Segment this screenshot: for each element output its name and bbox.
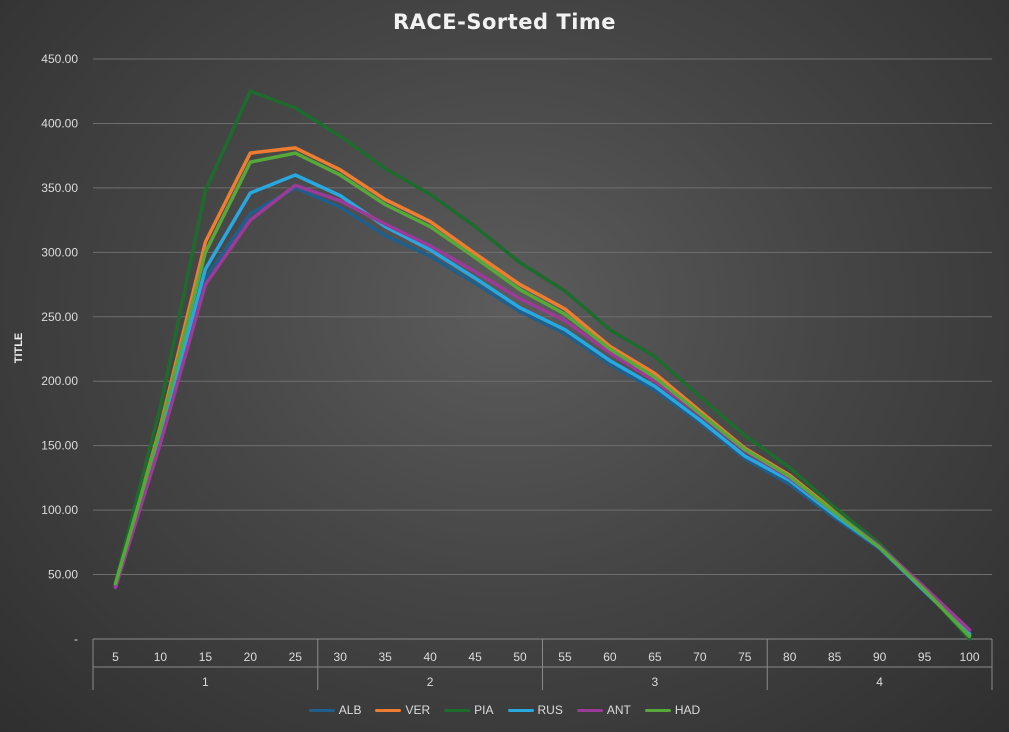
legend-swatch	[576, 708, 603, 712]
legend-label: ANT	[606, 703, 631, 717]
legend-item-pia: PIA	[444, 703, 494, 717]
legend-item-had: HAD	[644, 703, 701, 717]
series-line-had	[113, 151, 972, 639]
legend-label: HAD	[674, 703, 701, 717]
legend-swatch	[644, 708, 671, 712]
y-tick-labels: - 50.00 100.00 150.00 200.00 250.00 300.00 350.…	[41, 52, 78, 646]
x-tick-label: 60	[603, 650, 617, 664]
x-tick-label: 90	[873, 650, 887, 664]
x-tick-label: 30	[334, 650, 348, 664]
legend-swatch	[507, 708, 534, 712]
series-line-alb	[113, 186, 972, 637]
legend-label: ALB	[338, 703, 362, 717]
x-tick-label: 100	[960, 650, 980, 664]
y-tick-label: -	[74, 632, 78, 646]
series-lines	[113, 89, 972, 641]
y-tick-label: 200.00	[41, 374, 78, 388]
legend-swatch	[444, 708, 471, 712]
x-tick-label: 80	[783, 650, 797, 664]
group-label: 1	[202, 675, 209, 689]
x-tick-labels: 5 10 15 20 25 30 35 40 45 50 55 60 65 70 75 80 85 90 95 100…	[112, 650, 980, 689]
y-tick-label: 100.00	[41, 503, 78, 517]
group-label: 4	[876, 675, 883, 689]
series-line-rus	[113, 173, 972, 636]
legend-swatch	[308, 708, 335, 712]
group-label: 2	[427, 675, 434, 689]
legend-label: VER	[405, 703, 431, 717]
legend: ALB VER PIA RUS ANT HAD	[0, 703, 1009, 717]
y-tick-label: 450.00	[41, 52, 78, 66]
x-tick-label: 20	[244, 650, 258, 664]
y-tick-label: 250.00	[41, 310, 78, 324]
x-tick-label: 5	[112, 650, 119, 664]
x-tick-label: 75	[738, 650, 752, 664]
x-tick-label: 65	[648, 650, 662, 664]
gridlines	[92, 58, 993, 690]
x-tick-label: 15	[199, 650, 213, 664]
x-tick-label: 45	[468, 650, 482, 664]
legend-item-ver: VER	[375, 703, 430, 717]
x-tick-label: 25	[289, 650, 303, 664]
line-chart-plot: - 50.00 100.00 150.00 200.00 250.00 300.00 350.…	[41, 52, 993, 690]
group-label: 3	[652, 675, 659, 689]
legend-swatch	[375, 708, 402, 712]
y-tick-label: 150.00	[41, 439, 78, 453]
x-tick-label: 70	[693, 650, 707, 664]
y-tick-label: 300.00	[41, 245, 78, 259]
x-tick-label: 95	[918, 650, 932, 664]
legend-item-ant: ANT	[576, 703, 631, 717]
legend-label: PIA	[474, 703, 494, 717]
x-tick-label: 40	[423, 650, 437, 664]
legend-label: RUS	[537, 703, 563, 717]
legend-item-rus: RUS	[507, 703, 563, 717]
y-tick-label: 400.00	[41, 116, 78, 130]
series-line-pia	[113, 89, 972, 641]
legend-item-alb: ALB	[308, 703, 362, 717]
x-tick-label: 55	[558, 650, 572, 664]
y-tick-label: 50.00	[48, 568, 78, 582]
x-tick-label: 50	[513, 650, 527, 664]
x-tick-label: 85	[828, 650, 842, 664]
chart-title: RACE-Sorted Time	[392, 10, 617, 34]
x-tick-label: 10	[154, 650, 168, 664]
x-tick-label: 35	[378, 650, 392, 664]
y-tick-label: 350.00	[41, 181, 78, 195]
